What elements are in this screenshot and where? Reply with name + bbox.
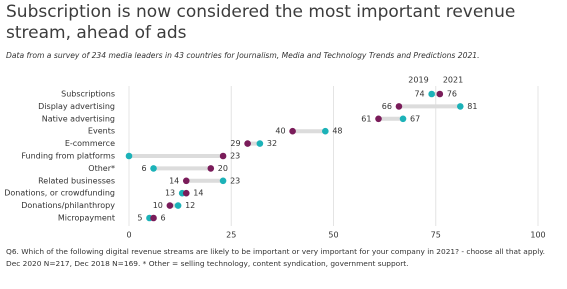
y-tick-label: E-commerce xyxy=(65,139,115,148)
x-tick-label: 25 xyxy=(226,231,236,240)
dot xyxy=(244,140,251,147)
value-label: 61 xyxy=(361,114,371,123)
y-tick-label: Donations/philanthropy xyxy=(21,201,115,210)
value-label: 14 xyxy=(169,176,179,185)
dot xyxy=(375,115,382,123)
value-label: 74 xyxy=(414,90,424,99)
value-label: 67 xyxy=(410,114,420,123)
value-label: 23 xyxy=(230,176,240,185)
dot xyxy=(150,165,157,172)
x-tick-label: 0 xyxy=(126,231,131,240)
y-tick-label: Native advertising xyxy=(42,114,115,123)
value-label: 81 xyxy=(467,102,477,111)
dot xyxy=(150,214,157,222)
y-tick-label: Micropayment xyxy=(58,214,115,223)
value-label: 76 xyxy=(447,90,457,99)
y-tick-label: Events xyxy=(88,127,115,136)
value-label: 12 xyxy=(185,201,195,210)
value-label: 40 xyxy=(275,127,285,136)
chart-title: Subscription is now considered the most … xyxy=(6,2,516,43)
value-label: 13 xyxy=(165,189,175,198)
dot xyxy=(289,127,296,135)
dot xyxy=(166,202,174,209)
value-label: 14 xyxy=(193,189,203,198)
value-label: 20 xyxy=(218,164,228,173)
value-label: 10 xyxy=(153,201,163,210)
y-tick-label: Funding from platforms xyxy=(21,152,115,161)
y-tick-label: Other* xyxy=(88,164,115,173)
dot xyxy=(456,103,464,110)
value-label: 48 xyxy=(332,127,342,136)
value-label: 23 xyxy=(230,152,240,161)
dot xyxy=(182,177,190,185)
chart-subtitle: Data from a survey of 234 media leaders … xyxy=(6,51,480,60)
x-tick-label: 50 xyxy=(328,231,338,240)
dot xyxy=(399,115,407,123)
dot xyxy=(125,152,133,160)
dot xyxy=(322,127,329,135)
value-label: 6 xyxy=(161,214,166,223)
value-label: 5 xyxy=(137,214,142,223)
dot xyxy=(207,165,215,172)
footnote: Q6. Which of the following digital reven… xyxy=(6,247,545,268)
dot xyxy=(256,140,264,147)
legend-label: 2019 xyxy=(408,76,428,85)
value-label: 29 xyxy=(230,139,240,148)
dot xyxy=(219,177,227,185)
dot xyxy=(436,90,444,98)
dot xyxy=(182,189,190,197)
dot xyxy=(395,103,403,110)
x-tick-label: 100 xyxy=(530,231,545,240)
value-label: 66 xyxy=(382,102,392,111)
y-tick-label: Donations, or crowdfunding xyxy=(4,189,115,198)
x-tick-label: 75 xyxy=(431,231,441,240)
dot xyxy=(428,90,435,98)
chart: 0 25 50 75 100 Subscriptions 74 76 Display adver… xyxy=(4,76,545,240)
legend-label: 2021 xyxy=(443,76,463,85)
y-tick-label: Related businesses xyxy=(38,176,115,185)
y-tick-label: Subscriptions xyxy=(61,90,115,99)
value-label: 6 xyxy=(141,164,146,173)
dot xyxy=(174,202,182,209)
value-label: 32 xyxy=(267,139,277,148)
y-tick-label: Display advertising xyxy=(38,102,115,111)
dot xyxy=(219,152,227,160)
